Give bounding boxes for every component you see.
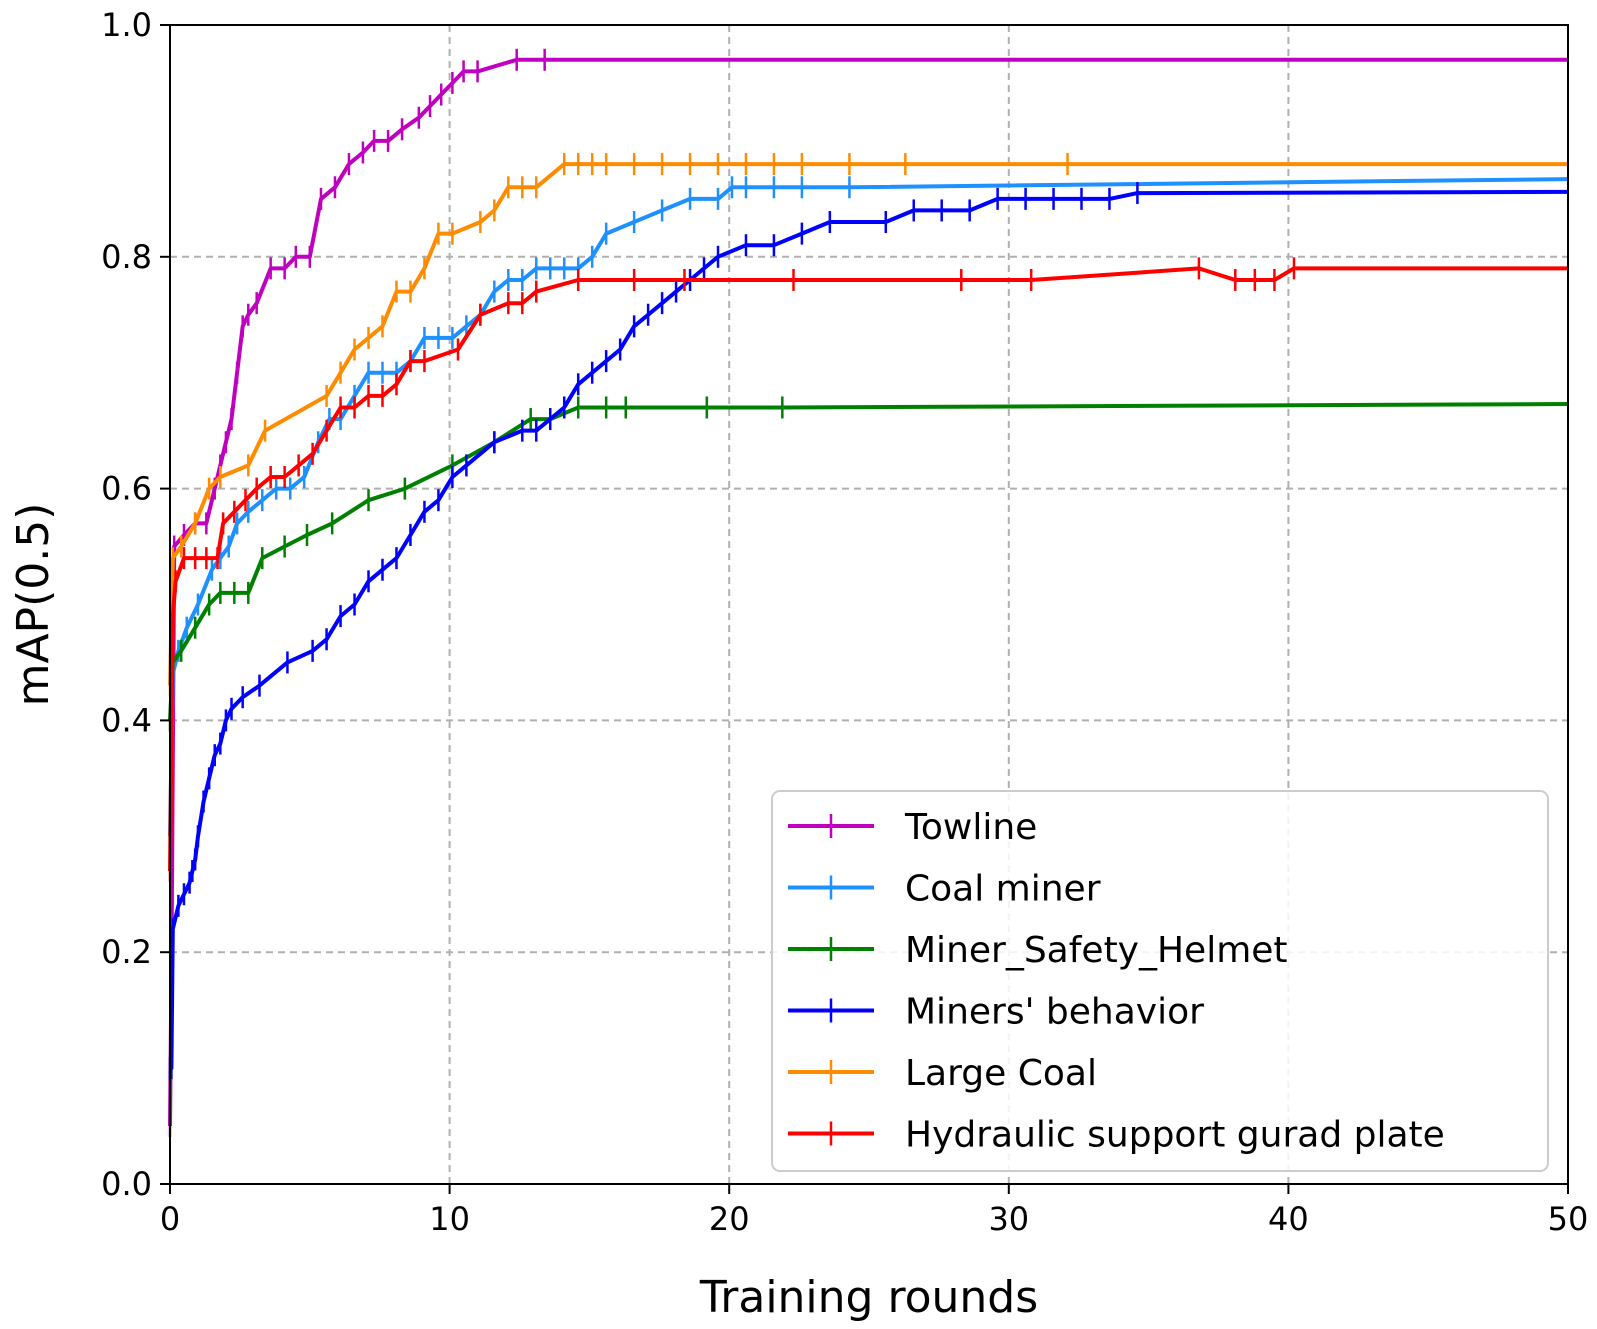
y-tick-label: 0.6 [101, 470, 152, 508]
x-tick-label: 0 [160, 1200, 180, 1238]
legend-item: Coal miner [788, 869, 1101, 910]
y-tick-label: 0.0 [101, 1165, 152, 1203]
series-1 [168, 176, 1569, 848]
axes: 0 10 20 30 40 50 0.0 0.2 0.4 0.6 0.8 1.0 [101, 6, 1588, 1238]
x-tick-label: 50 [1548, 1200, 1589, 1238]
series-line [168, 266, 1568, 872]
legend-label: Towline [904, 807, 1037, 848]
y-tick-label: 1.0 [101, 6, 152, 44]
series-layer [168, 48, 1569, 1138]
x-tick-label: 40 [1268, 1200, 1309, 1238]
x-tick-label: 20 [709, 1200, 750, 1238]
series-2 [168, 396, 1569, 732]
y-tick-label: 0.2 [101, 933, 152, 971]
y-axis-title: mAP(0.5) [8, 503, 59, 707]
legend-label: Large Coal [905, 1053, 1097, 1094]
series-line [168, 177, 1569, 837]
legend-item: Large Coal [788, 1053, 1097, 1094]
x-axis-title: Training rounds [699, 1272, 1038, 1323]
y-tick-label: 0.4 [101, 701, 152, 739]
legend-item: Miners' behavior [788, 992, 1204, 1033]
series-line [168, 402, 1569, 721]
series-5 [168, 257, 1568, 883]
x-tick-label: 10 [429, 1200, 470, 1238]
legend-label: Coal miner [905, 869, 1101, 910]
plot-frame [169, 24, 1569, 1185]
legend-label: Miner_Safety_Helmet [905, 930, 1288, 971]
legend: Towline Coal miner Miner_Safety_Helmet Mine… [771, 790, 1549, 1172]
y-tick-label: 0.8 [101, 238, 152, 276]
x-tick-label: 30 [988, 1200, 1029, 1238]
legend-label: Hydraulic support gurad plate [905, 1115, 1445, 1156]
legend-box [771, 790, 1549, 1172]
series-line [168, 57, 1568, 1127]
series-3 [168, 182, 1569, 1080]
legend-item: Hydraulic support gurad plate [788, 1115, 1445, 1156]
legend-label: Miners' behavior [905, 992, 1204, 1033]
series-4 [168, 153, 1568, 697]
legend-item: Miner_Safety_Helmet [788, 930, 1288, 971]
series-line [168, 162, 1568, 686]
legend-item: Towline [788, 807, 1037, 848]
